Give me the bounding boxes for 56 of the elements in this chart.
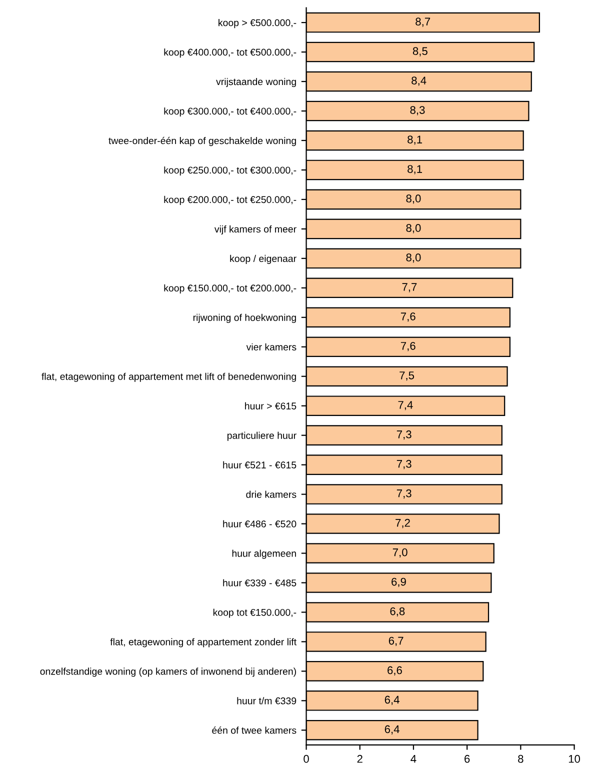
x-tick-label: 10: [568, 754, 580, 763]
data-label: 6,9: [392, 578, 406, 588]
data-label: 8,3: [410, 106, 425, 116]
data-label: 8,0: [406, 194, 421, 204]
y-tick-label: huur €521 - €615: [223, 461, 296, 468]
data-label: 6,8: [390, 607, 405, 617]
y-tick-label: particuliere huur: [227, 432, 296, 441]
y-tick-label: huur €339 - €485: [223, 579, 296, 586]
y-tick-label: koop €250.000,- tot €300.000,-: [164, 166, 296, 176]
x-tick-label: 2: [357, 754, 362, 763]
y-tick-label: huur algemeen: [232, 550, 296, 559]
y-tick-label: één of twee kamers: [212, 726, 296, 734]
data-label: 8,7: [416, 18, 430, 27]
data-label: 7,0: [392, 548, 408, 558]
y-tick-label: vier kamers: [246, 343, 296, 350]
data-label: 8,0: [406, 254, 421, 263]
data-label: 8,4: [412, 76, 426, 86]
y-tick-label: koop €300.000,- tot €400.000,-: [164, 107, 296, 117]
x-tick-label: 4: [410, 755, 416, 763]
data-label: 7,3: [396, 430, 412, 440]
y-tick-label: koop €200.000,- tot €250.000,-: [164, 196, 296, 205]
x-tick-label: 0: [304, 754, 309, 763]
y-tick-label: flat, etagewoning of appartement met lift of benedenwoning: [42, 372, 296, 382]
data-label: 7,6: [400, 312, 416, 322]
y-tick-label: huur t/m €339: [237, 697, 296, 704]
y-tick-label: rijwoning of hoekwoning: [193, 314, 296, 323]
y-tick-label: vijf kamers of meer: [214, 225, 296, 234]
data-label: 7,3: [396, 460, 412, 470]
y-tick-label: koop / eigenaar: [230, 254, 296, 264]
y-tick-label: vrijstaande woning: [216, 78, 296, 88]
y-tick-label: flat, etagewoning of appartement zonder lift: [110, 638, 296, 648]
data-label: 6,7: [388, 636, 404, 646]
y-tick-label: huur > €615: [245, 402, 296, 410]
data-label: 6,6: [388, 666, 402, 676]
data-label: 6,4: [384, 725, 400, 734]
y-tick-label: huur €486 - €520: [223, 520, 296, 528]
y-tick-label: koop > €500.000,-: [218, 19, 296, 28]
x-tick-label: 8: [518, 754, 524, 763]
data-label: 8,1: [408, 165, 422, 174]
y-tick-label: twee-onder-één kap of geschakelde woning: [108, 136, 296, 146]
y-tick-label: koop €400.000,- tot €500.000,-: [164, 48, 296, 58]
y-tick-label: koop tot €150.000,-: [213, 608, 296, 618]
data-label: 7,4: [398, 401, 413, 410]
data-label: 6,4: [384, 696, 400, 705]
data-label: 8,1: [408, 136, 422, 145]
y-tick-label: koop €150.000,- tot €200.000,-: [164, 284, 296, 294]
data-label: 8,0: [406, 224, 421, 234]
y-tick-label: onzelfstandige woning (op kamers of inwonend bij anderen): [40, 668, 296, 677]
data-label: 7,6: [400, 342, 416, 352]
data-label: 7,5: [400, 372, 414, 381]
data-label: 8,5: [412, 47, 428, 56]
data-label: 7,7: [402, 283, 417, 292]
y-tick-label: drie kamers: [246, 490, 296, 498]
x-tick-label: 6: [464, 754, 470, 763]
data-label: 7,3: [396, 489, 412, 499]
data-label: 7,2: [396, 518, 410, 528]
